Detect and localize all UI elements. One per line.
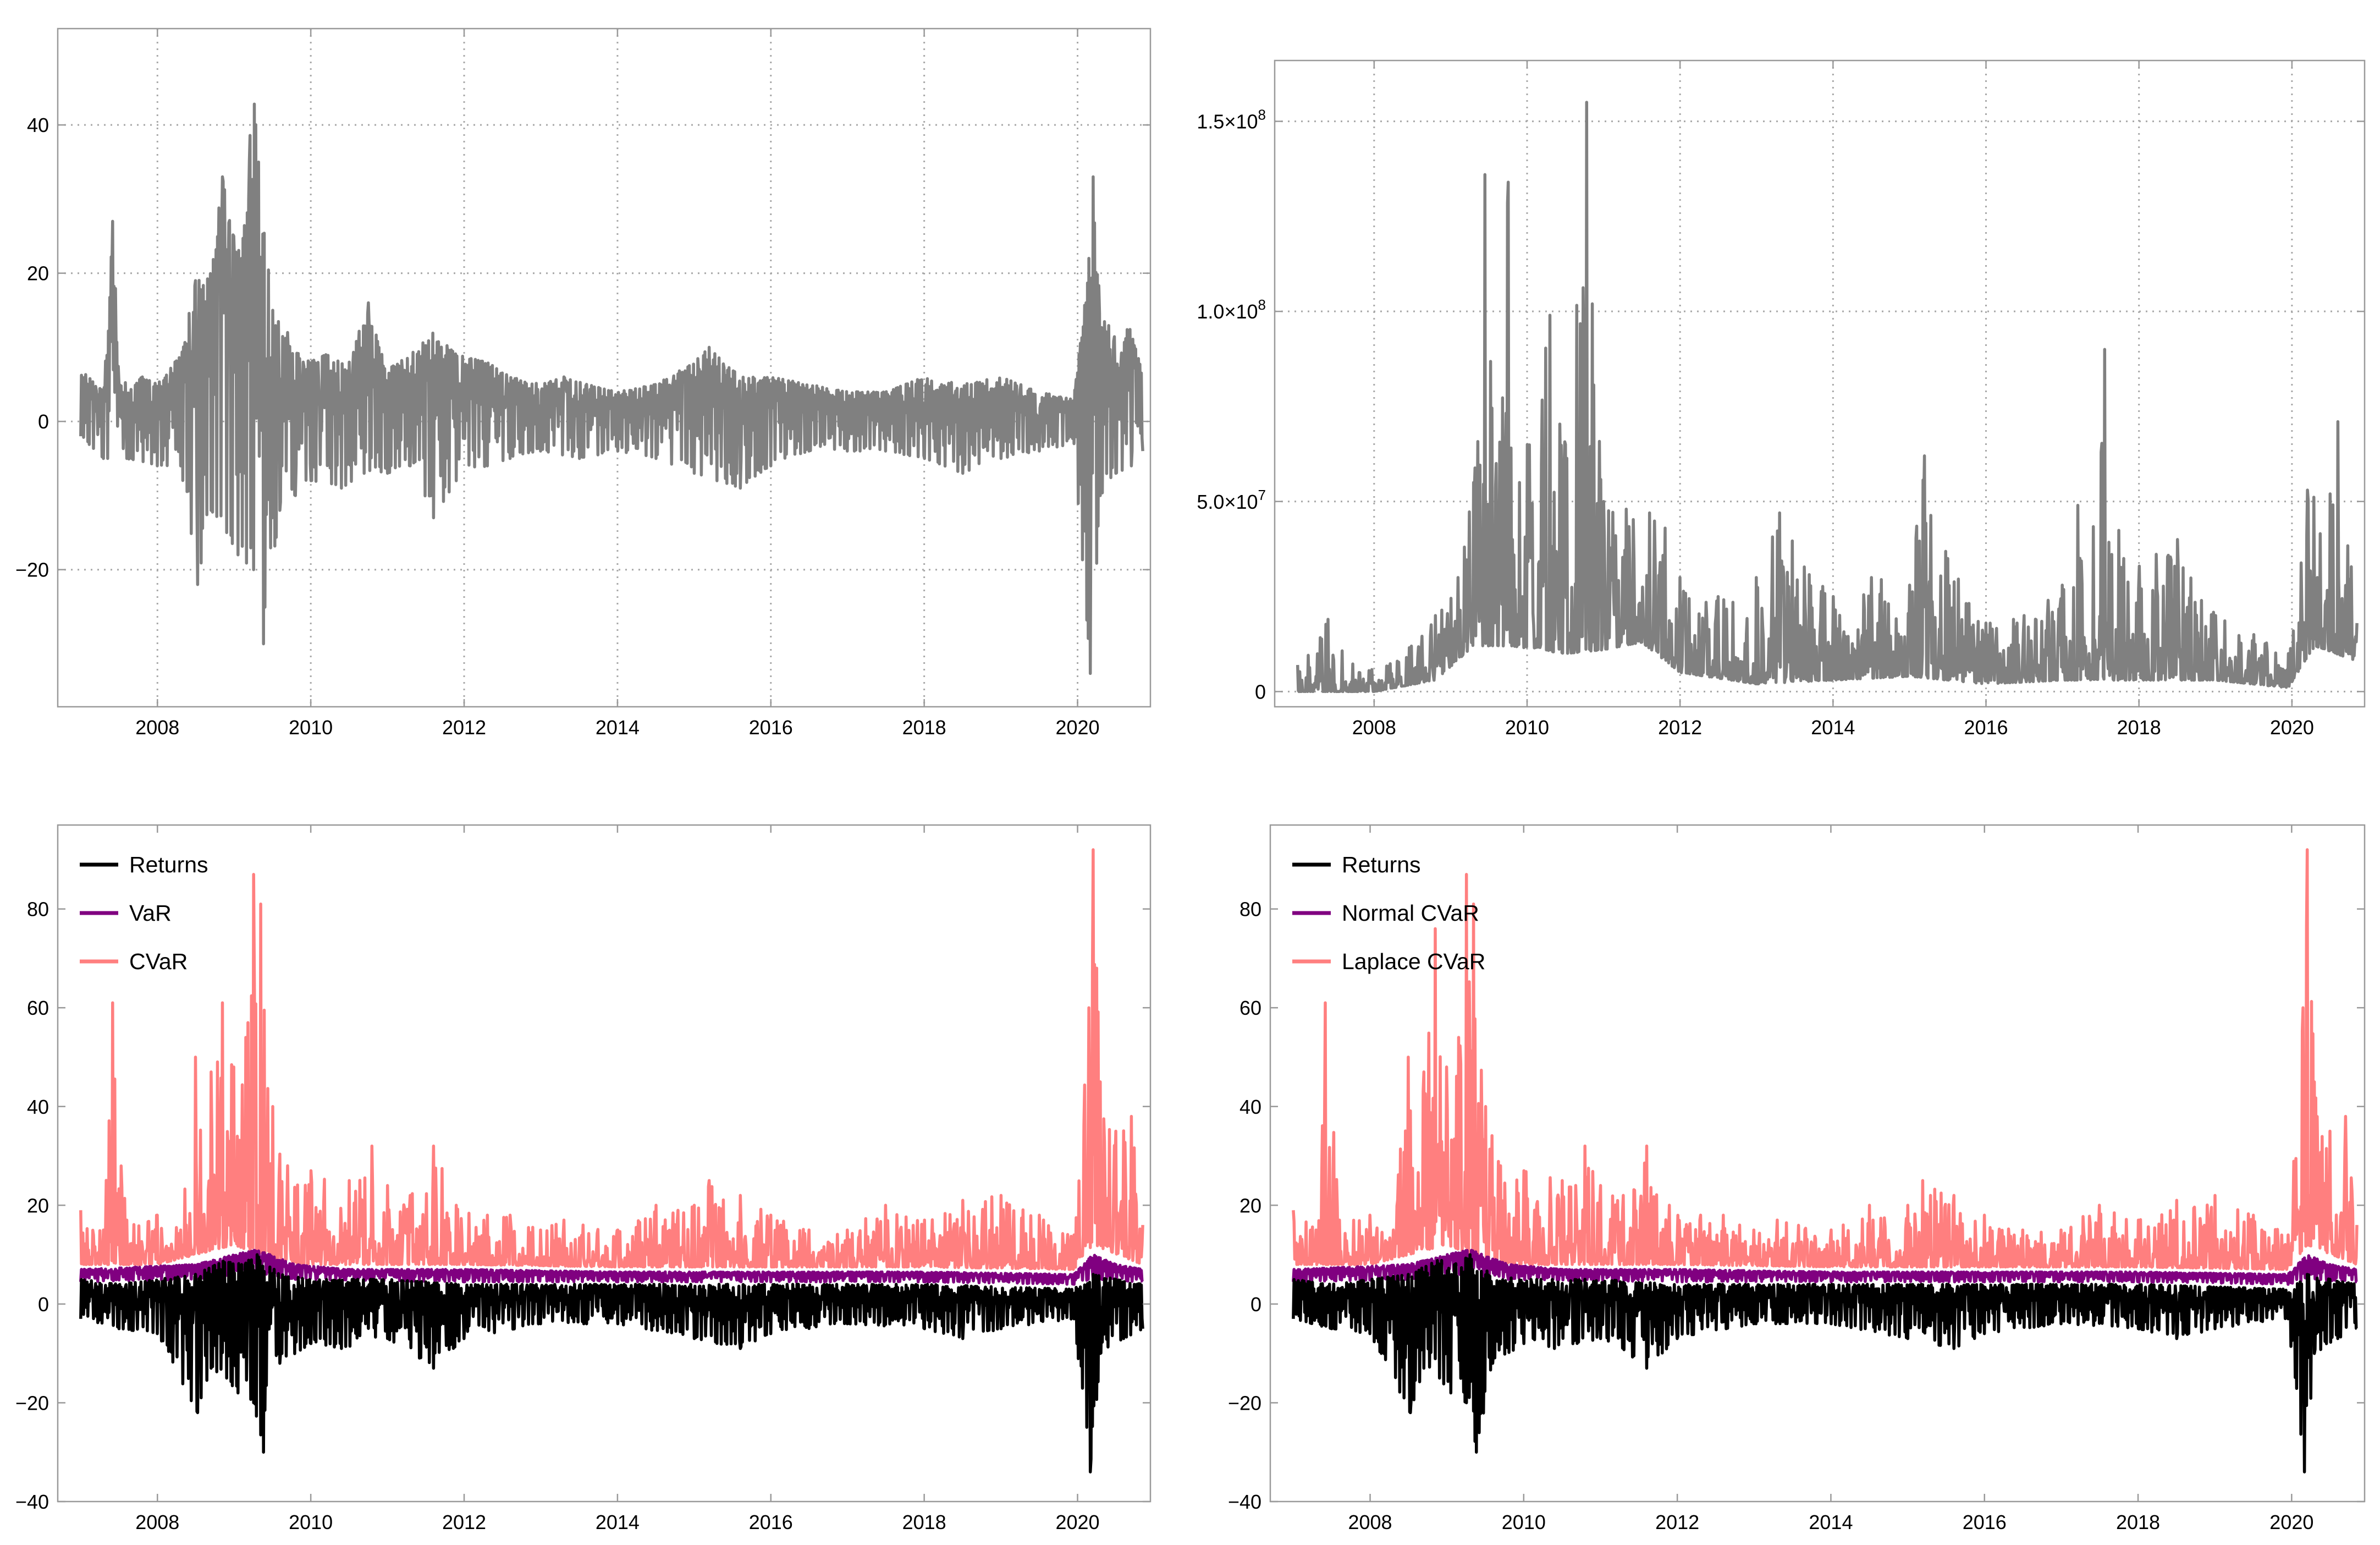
y-tick-label: 80 <box>27 898 49 921</box>
series-line-laplace-cvar <box>1292 848 2359 1271</box>
x-tick-label: 2008 <box>1348 1511 1392 1533</box>
y-tick-label: −40 <box>15 1491 49 1513</box>
series-line-returns <box>1292 1253 2358 1473</box>
y-tick-label: 60 <box>1239 997 1261 1019</box>
y-tick-label: −40 <box>1228 1491 1261 1513</box>
x-tick-label: 2020 <box>1055 716 1099 739</box>
plot-frame <box>57 28 1152 708</box>
x-tick-label: 2010 <box>289 1511 333 1533</box>
legend-label: Laplace CVaR <box>1342 949 1485 974</box>
x-tick-label: 2016 <box>749 1511 793 1533</box>
chart-panel-2: 2008 2010 2012 2014 2016 2018 2020 0 5.0×107 1.0×… <box>1197 59 2366 739</box>
y-tick-label: 60 <box>27 997 49 1019</box>
x-tick-label: 2016 <box>749 716 793 739</box>
y-tick-label: −20 <box>15 559 49 581</box>
plot-frame <box>1274 59 2366 708</box>
y-tick-label: 40 <box>27 114 49 136</box>
x-tick-label: 2018 <box>2117 716 2161 739</box>
x-tick-label: 2012 <box>1655 1511 1699 1533</box>
y-tick-label: 80 <box>1239 898 1261 921</box>
x-tick-label: 2012 <box>442 1511 486 1533</box>
y-tick-label: 5.0×107 <box>1197 487 1266 513</box>
x-tick-label: 2020 <box>1055 1511 1099 1533</box>
y-tick-label: 0 <box>1255 680 1266 703</box>
chart-panel-3: 2008 2010 2012 2014 2016 2018 2020 −40 −20 0 20 40 6… <box>15 824 1152 1533</box>
y-tick-label: −20 <box>1228 1392 1261 1414</box>
y-tick-label: 20 <box>27 1194 49 1217</box>
y-tick-label: −20 <box>15 1392 49 1414</box>
y-tick-label: 40 <box>1239 1096 1261 1118</box>
x-tick-label: 2008 <box>135 1511 179 1533</box>
x-tick-label: 2020 <box>2269 1511 2313 1533</box>
y-tick-label: 20 <box>1239 1194 1261 1217</box>
x-tick-label: 2018 <box>902 1511 946 1533</box>
series-line-returns <box>79 1253 1144 1473</box>
series-line-main <box>1296 101 2359 694</box>
x-tick-label: 2016 <box>1964 716 2008 739</box>
y-tick-label: 1.0×108 <box>1197 296 1266 323</box>
legend-label: VaR <box>129 900 172 926</box>
x-tick-label: 2016 <box>1963 1511 2007 1533</box>
y-tick-label: 0 <box>1250 1293 1261 1316</box>
x-tick-label: 2018 <box>902 716 946 739</box>
x-tick-label: 2018 <box>2116 1511 2160 1533</box>
legend-label: Returns <box>129 852 208 877</box>
x-tick-label: 2014 <box>596 716 640 739</box>
x-tick-label: 2020 <box>2270 716 2314 739</box>
x-tick-label: 2014 <box>596 1511 640 1533</box>
legend-label: Normal CVaR <box>1342 900 1479 926</box>
x-tick-label: 2010 <box>1505 716 1549 739</box>
legend-label: Returns <box>1342 852 1421 877</box>
y-tick-label: 1.5×108 <box>1197 107 1266 133</box>
x-tick-label: 2012 <box>1658 716 1702 739</box>
chart-panel-1: 2008 2010 2012 2014 2016 2018 2020 −20 0 20 40 <box>15 28 1152 739</box>
y-tick-label: 20 <box>27 262 49 285</box>
y-tick-label: 0 <box>38 1293 49 1316</box>
series-line-cvar <box>79 848 1144 1271</box>
plot-frame <box>57 824 1152 1503</box>
series-line-main <box>79 102 1144 675</box>
y-tick-label: 40 <box>27 1096 49 1118</box>
x-tick-label: 2008 <box>1352 716 1396 739</box>
x-tick-label: 2010 <box>1502 1511 1546 1533</box>
x-tick-label: 2014 <box>1809 1511 1853 1533</box>
x-tick-label: 2008 <box>135 716 179 739</box>
x-tick-label: 2012 <box>442 716 486 739</box>
legend-label: CVaR <box>129 949 188 974</box>
x-tick-label: 2014 <box>1811 716 1855 739</box>
y-tick-label: 0 <box>38 410 49 433</box>
x-tick-label: 2010 <box>289 716 333 739</box>
plot-frame <box>1269 824 2366 1503</box>
chart-panel-4: 2008 2010 2012 2014 2016 2018 2020 −40 −20 0 20 40 6… <box>1228 824 2366 1533</box>
